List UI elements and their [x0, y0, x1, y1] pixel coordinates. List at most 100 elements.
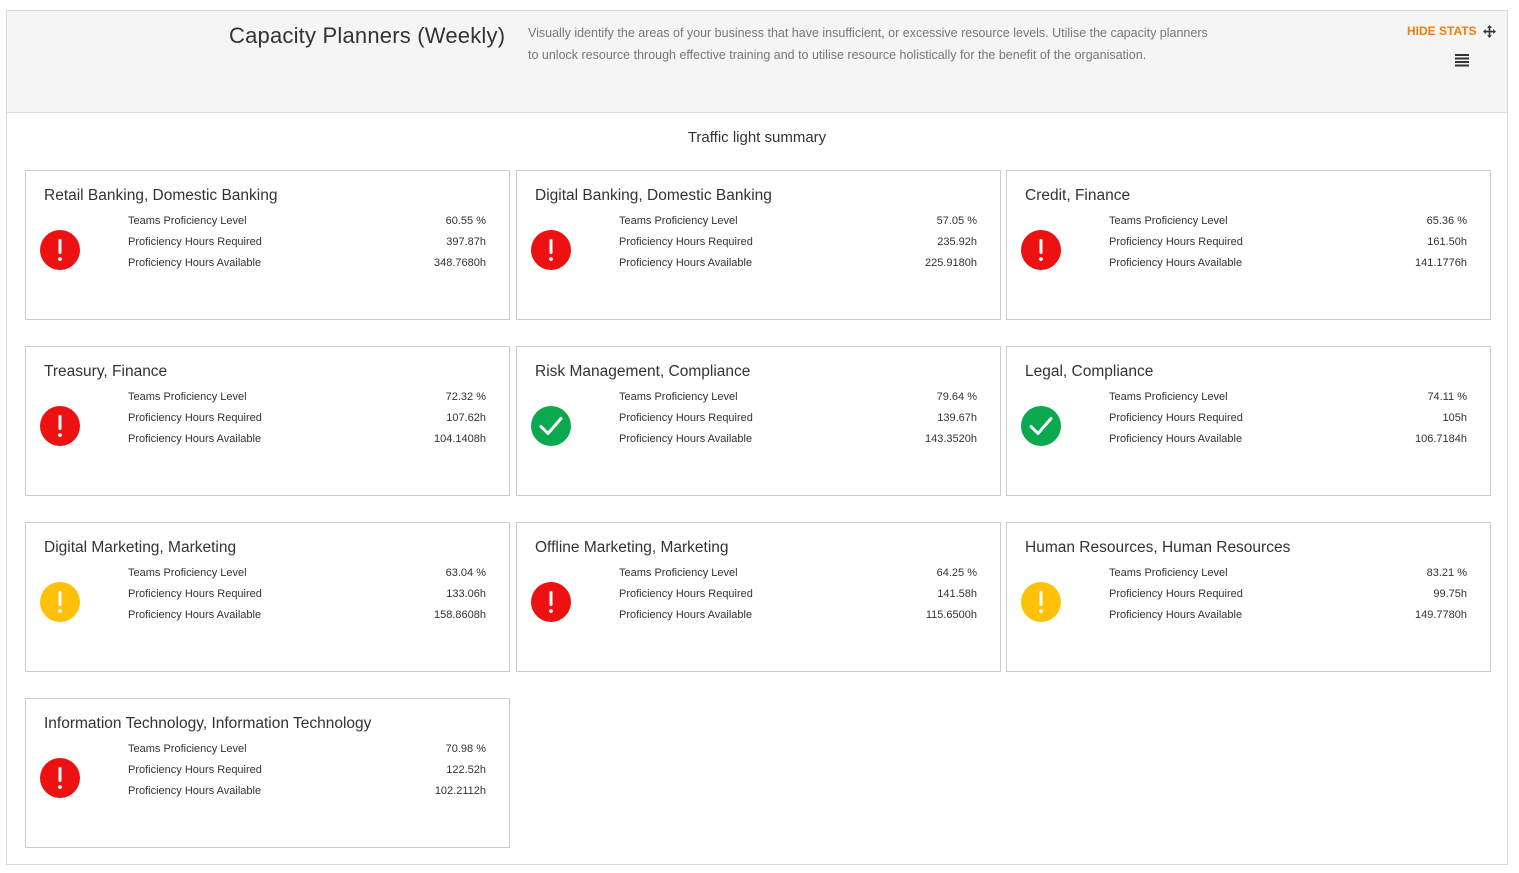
stat-row-required: Proficiency Hours Required 141.58h: [619, 586, 977, 607]
exclamation-bar: [1039, 239, 1043, 254]
exclamation-dot: [58, 609, 62, 613]
card-stats: Teams Proficiency Level 65.36 % Proficie…: [1109, 213, 1467, 276]
card-stats: Teams Proficiency Level 83.21 % Proficie…: [1109, 565, 1467, 628]
stat-row-required: Proficiency Hours Required 105h: [1109, 410, 1467, 431]
stat-row-required: Proficiency Hours Required 133.06h: [128, 586, 486, 607]
stat-label: Proficiency Hours Required: [619, 588, 753, 600]
card-title: Legal, Compliance: [1025, 363, 1154, 380]
exclamation-icon: [1021, 230, 1061, 270]
card-stats: Teams Proficiency Level 64.25 % Proficie…: [619, 565, 977, 628]
stat-row-available: Proficiency Hours Available 348.7680h: [128, 255, 486, 276]
stat-label: Teams Proficiency Level: [128, 391, 247, 403]
stat-label: Proficiency Hours Required: [619, 412, 753, 424]
stat-value-available: 102.2112h: [434, 785, 486, 797]
card-title: Offline Marketing, Marketing: [535, 539, 729, 556]
stat-row-required: Proficiency Hours Required 122.52h: [128, 762, 486, 783]
panel-header: Capacity Planners (Weekly) Visually iden…: [7, 11, 1507, 113]
capacity-card-5: Risk Management, Compliance Teams Profic…: [516, 346, 1001, 496]
stat-value-available: 149.7780h: [1415, 609, 1467, 621]
stat-label: Teams Proficiency Level: [619, 215, 738, 227]
stat-row-available: Proficiency Hours Available 102.2112h: [128, 783, 486, 804]
stat-value-level: 70.98 %: [445, 743, 486, 755]
exclamation-icon: [40, 406, 80, 446]
stat-value-available: 143.3520h: [925, 433, 977, 445]
stat-label: Teams Proficiency Level: [1109, 391, 1228, 403]
stat-row-required: Proficiency Hours Required 397.87h: [128, 234, 486, 255]
stat-value-required: 133.06h: [446, 588, 486, 600]
exclamation-dot: [58, 785, 62, 789]
stat-value-required: 107.62h: [446, 412, 486, 424]
card-stats: Teams Proficiency Level 79.64 % Proficie…: [619, 389, 977, 452]
stat-value-required: 235.92h: [937, 236, 977, 248]
stat-value-level: 65.36 %: [1426, 215, 1467, 227]
move-icon[interactable]: [1482, 24, 1496, 38]
stat-value-level: 60.55 %: [445, 215, 486, 227]
stat-value-level: 83.21 %: [1426, 567, 1467, 579]
stat-value-level: 74.11 %: [1427, 391, 1467, 403]
exclamation-icon: [1021, 582, 1061, 622]
stat-value-level: 79.64 %: [936, 391, 977, 403]
stat-label: Proficiency Hours Available: [1109, 609, 1243, 621]
stat-value-required: 105h: [1442, 412, 1467, 424]
status-circle: [1021, 406, 1061, 446]
check-mark: [1029, 417, 1053, 435]
stat-label: Proficiency Hours Required: [128, 764, 262, 776]
capacity-card-4: Treasury, Finance Teams Proficiency Leve…: [25, 346, 510, 496]
card-stats: Teams Proficiency Level 74.11 % Proficie…: [1109, 389, 1467, 452]
stat-value-available: 104.1408h: [434, 433, 486, 445]
exclamation-icon: [531, 582, 571, 622]
hide-stats-button[interactable]: HIDE STATS: [1407, 24, 1496, 38]
check-icon: [531, 406, 571, 446]
stat-label: Proficiency Hours Required: [1109, 236, 1243, 248]
check-icon: [1021, 406, 1061, 446]
page-title: Capacity Planners (Weekly): [229, 23, 506, 48]
stat-value-required: 141.58h: [937, 588, 977, 600]
check-mark: [539, 417, 563, 435]
card-title: Digital Banking, Domestic Banking: [535, 187, 772, 204]
stat-label: Proficiency Hours Available: [619, 257, 753, 269]
stat-row-available: Proficiency Hours Available 141.1776h: [1109, 255, 1467, 276]
card-title: Treasury, Finance: [44, 363, 168, 380]
stat-label: Proficiency Hours Available: [1109, 257, 1243, 269]
status-circle: [531, 406, 571, 446]
stat-label: Proficiency Hours Available: [128, 785, 262, 797]
stat-row-level: Teams Proficiency Level 57.05 %: [619, 213, 977, 234]
stat-row-available: Proficiency Hours Available 104.1408h: [128, 431, 486, 452]
capacity-card-10: Information Technology, Information Tech…: [25, 698, 510, 848]
stat-value-required: 99.75h: [1433, 588, 1467, 600]
card-title: Credit, Finance: [1025, 187, 1131, 204]
stat-row-available: Proficiency Hours Available 143.3520h: [619, 431, 977, 452]
hide-stats-label: HIDE STATS: [1407, 24, 1477, 38]
stat-row-required: Proficiency Hours Required 161.50h: [1109, 234, 1467, 255]
stat-label: Teams Proficiency Level: [1109, 215, 1228, 227]
stat-label: Proficiency Hours Required: [619, 236, 753, 248]
stat-row-required: Proficiency Hours Required 99.75h: [1109, 586, 1467, 607]
stat-row-level: Teams Proficiency Level 63.04 %: [128, 565, 486, 586]
stat-row-level: Teams Proficiency Level 65.36 %: [1109, 213, 1467, 234]
stat-value-available: 225.9180h: [925, 257, 977, 269]
exclamation-icon: [40, 758, 80, 798]
stat-label: Teams Proficiency Level: [1109, 567, 1228, 579]
stat-row-available: Proficiency Hours Available 149.7780h: [1109, 607, 1467, 628]
stat-label: Proficiency Hours Available: [619, 609, 753, 621]
stat-label: Proficiency Hours Available: [1109, 433, 1243, 445]
exclamation-dot: [549, 257, 553, 261]
stat-row-level: Teams Proficiency Level 64.25 %: [619, 565, 977, 586]
exclamation-bar: [58, 591, 62, 606]
card-stats: Teams Proficiency Level 60.55 % Proficie…: [128, 213, 486, 276]
stat-value-available: 141.1776h: [1415, 257, 1467, 269]
stat-row-level: Teams Proficiency Level 72.32 %: [128, 389, 486, 410]
card-title: Risk Management, Compliance: [535, 363, 751, 380]
stat-row-required: Proficiency Hours Required 139.67h: [619, 410, 977, 431]
stat-label: Proficiency Hours Required: [128, 588, 262, 600]
stat-value-available: 158.8608h: [434, 609, 486, 621]
stat-value-available: 115.6500h: [925, 609, 977, 621]
card-stats: Teams Proficiency Level 72.32 % Proficie…: [128, 389, 486, 452]
card-stats: Teams Proficiency Level 57.05 % Proficie…: [619, 213, 977, 276]
stat-label: Proficiency Hours Required: [1109, 588, 1243, 600]
menu-icon[interactable]: [1455, 53, 1469, 67]
card-title: Digital Marketing, Marketing: [44, 539, 237, 556]
capacity-card-1: Retail Banking, Domestic Banking Teams P…: [25, 170, 510, 320]
stat-value-required: 139.67h: [937, 412, 977, 424]
stat-value-required: 397.87h: [446, 236, 486, 248]
